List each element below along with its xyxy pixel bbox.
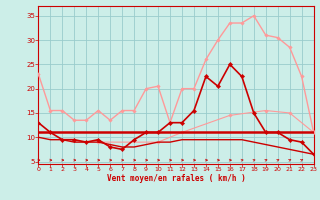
X-axis label: Vent moyen/en rafales ( km/h ): Vent moyen/en rafales ( km/h )	[107, 174, 245, 183]
